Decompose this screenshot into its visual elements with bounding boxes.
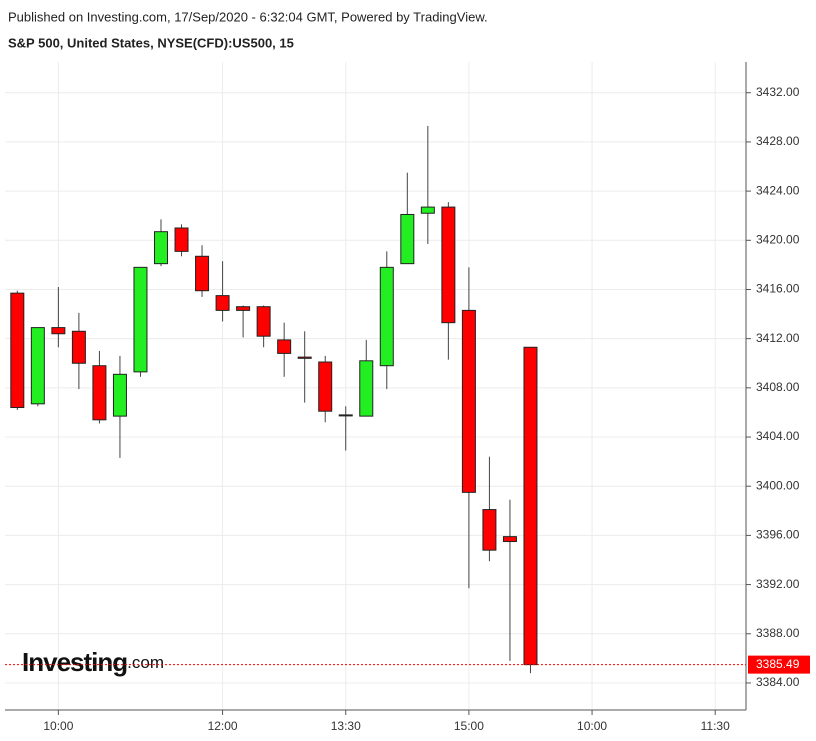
y-tick-label: 3416.00 (756, 282, 800, 296)
x-tick-label: 12:00 (208, 719, 238, 733)
x-tick-label: 13:30 (331, 719, 361, 733)
candle-body (71, 330, 86, 364)
y-tick-label: 3384.00 (756, 675, 800, 689)
candle-body (236, 306, 251, 311)
candle-body (10, 292, 25, 409)
candle-body (51, 327, 66, 335)
candle-body (256, 306, 271, 337)
y-tick-label: 3420.00 (756, 232, 800, 246)
candle-body (338, 414, 353, 417)
candle-body (112, 373, 127, 417)
candle-body (215, 295, 230, 311)
chart-title: Published on Investing.com, 17/Sep/2020 … (8, 9, 488, 24)
x-tick-label: 10:00 (577, 719, 607, 733)
y-tick-label: 3400.00 (756, 478, 800, 492)
y-tick-label: 3428.00 (756, 134, 800, 148)
candle-body (461, 309, 476, 493)
logo-suffix: .com (127, 653, 164, 672)
candle-body (297, 356, 312, 359)
candle-body (318, 361, 333, 412)
y-tick-label: 3408.00 (756, 380, 800, 394)
candle-body (174, 227, 189, 252)
candle-body (400, 213, 415, 265)
chart-subtitle: S&P 500, United States, NYSE(CFD):US500,… (8, 35, 294, 50)
last-price-box (748, 655, 810, 674)
x-tick-label: 10:00 (43, 719, 73, 733)
candle-body (482, 509, 497, 551)
y-tick-label: 3412.00 (756, 331, 800, 345)
x-tick-label: 15:00 (454, 719, 484, 733)
candle-body (277, 339, 292, 354)
y-tick-label: 3432.00 (756, 85, 800, 99)
last-price-label: 3385.49 (756, 657, 800, 671)
candle-body (92, 365, 107, 421)
candle-body (441, 206, 456, 324)
candle-body (195, 255, 210, 292)
y-tick-label: 3388.00 (756, 626, 800, 640)
y-tick-label: 3392.00 (756, 577, 800, 591)
candle-body (379, 266, 394, 367)
y-tick-label: 3404.00 (756, 429, 800, 443)
x-tick-label: 11:30 (701, 719, 730, 733)
candle-body (133, 266, 148, 373)
candle-body (502, 536, 517, 543)
candle-body (359, 360, 374, 417)
y-tick-label: 3424.00 (756, 183, 800, 197)
candle-body (154, 231, 168, 265)
candle-body (523, 346, 538, 666)
candle-body (30, 327, 45, 405)
logo-name: Investing (22, 647, 127, 677)
y-tick-label: 3396.00 (756, 528, 800, 542)
candle-body (420, 206, 435, 214)
logo: Investing.com (22, 647, 164, 677)
